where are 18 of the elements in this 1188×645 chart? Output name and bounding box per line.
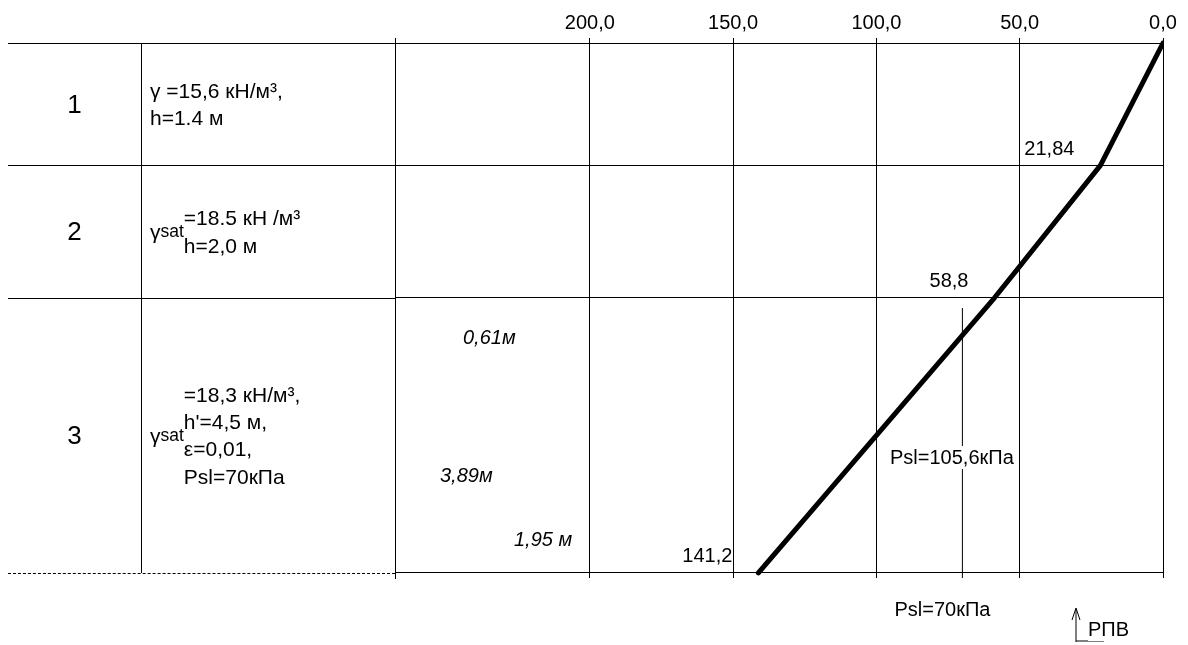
data-label: 21,84: [1024, 136, 1075, 159]
ref-line-label: Psl=70кПа: [894, 597, 992, 620]
annotation: 1,95 м: [514, 528, 573, 551]
annotation: Psl=105,6кПа: [890, 446, 1014, 469]
x-tick-label: 200,0: [564, 10, 615, 33]
text: 2: [8, 165, 142, 298]
annotation: 3,89м: [440, 464, 493, 487]
data-label: 58,8: [929, 269, 969, 292]
x-tick-label: 100,0: [851, 10, 902, 33]
x-tick-label: 50,0: [1000, 10, 1040, 33]
annotation: 0,61м: [463, 326, 516, 349]
text: РПВ: [1088, 618, 1130, 641]
x-tick-label: 0,0: [1149, 10, 1177, 33]
text: 3: [8, 297, 142, 573]
data-label: 141,2: [682, 544, 733, 567]
x-tick-label: 150,0: [708, 10, 759, 33]
text: γ =15,6 кН/м³, h=1.4 м: [149, 77, 284, 132]
text: 1: [8, 43, 142, 166]
